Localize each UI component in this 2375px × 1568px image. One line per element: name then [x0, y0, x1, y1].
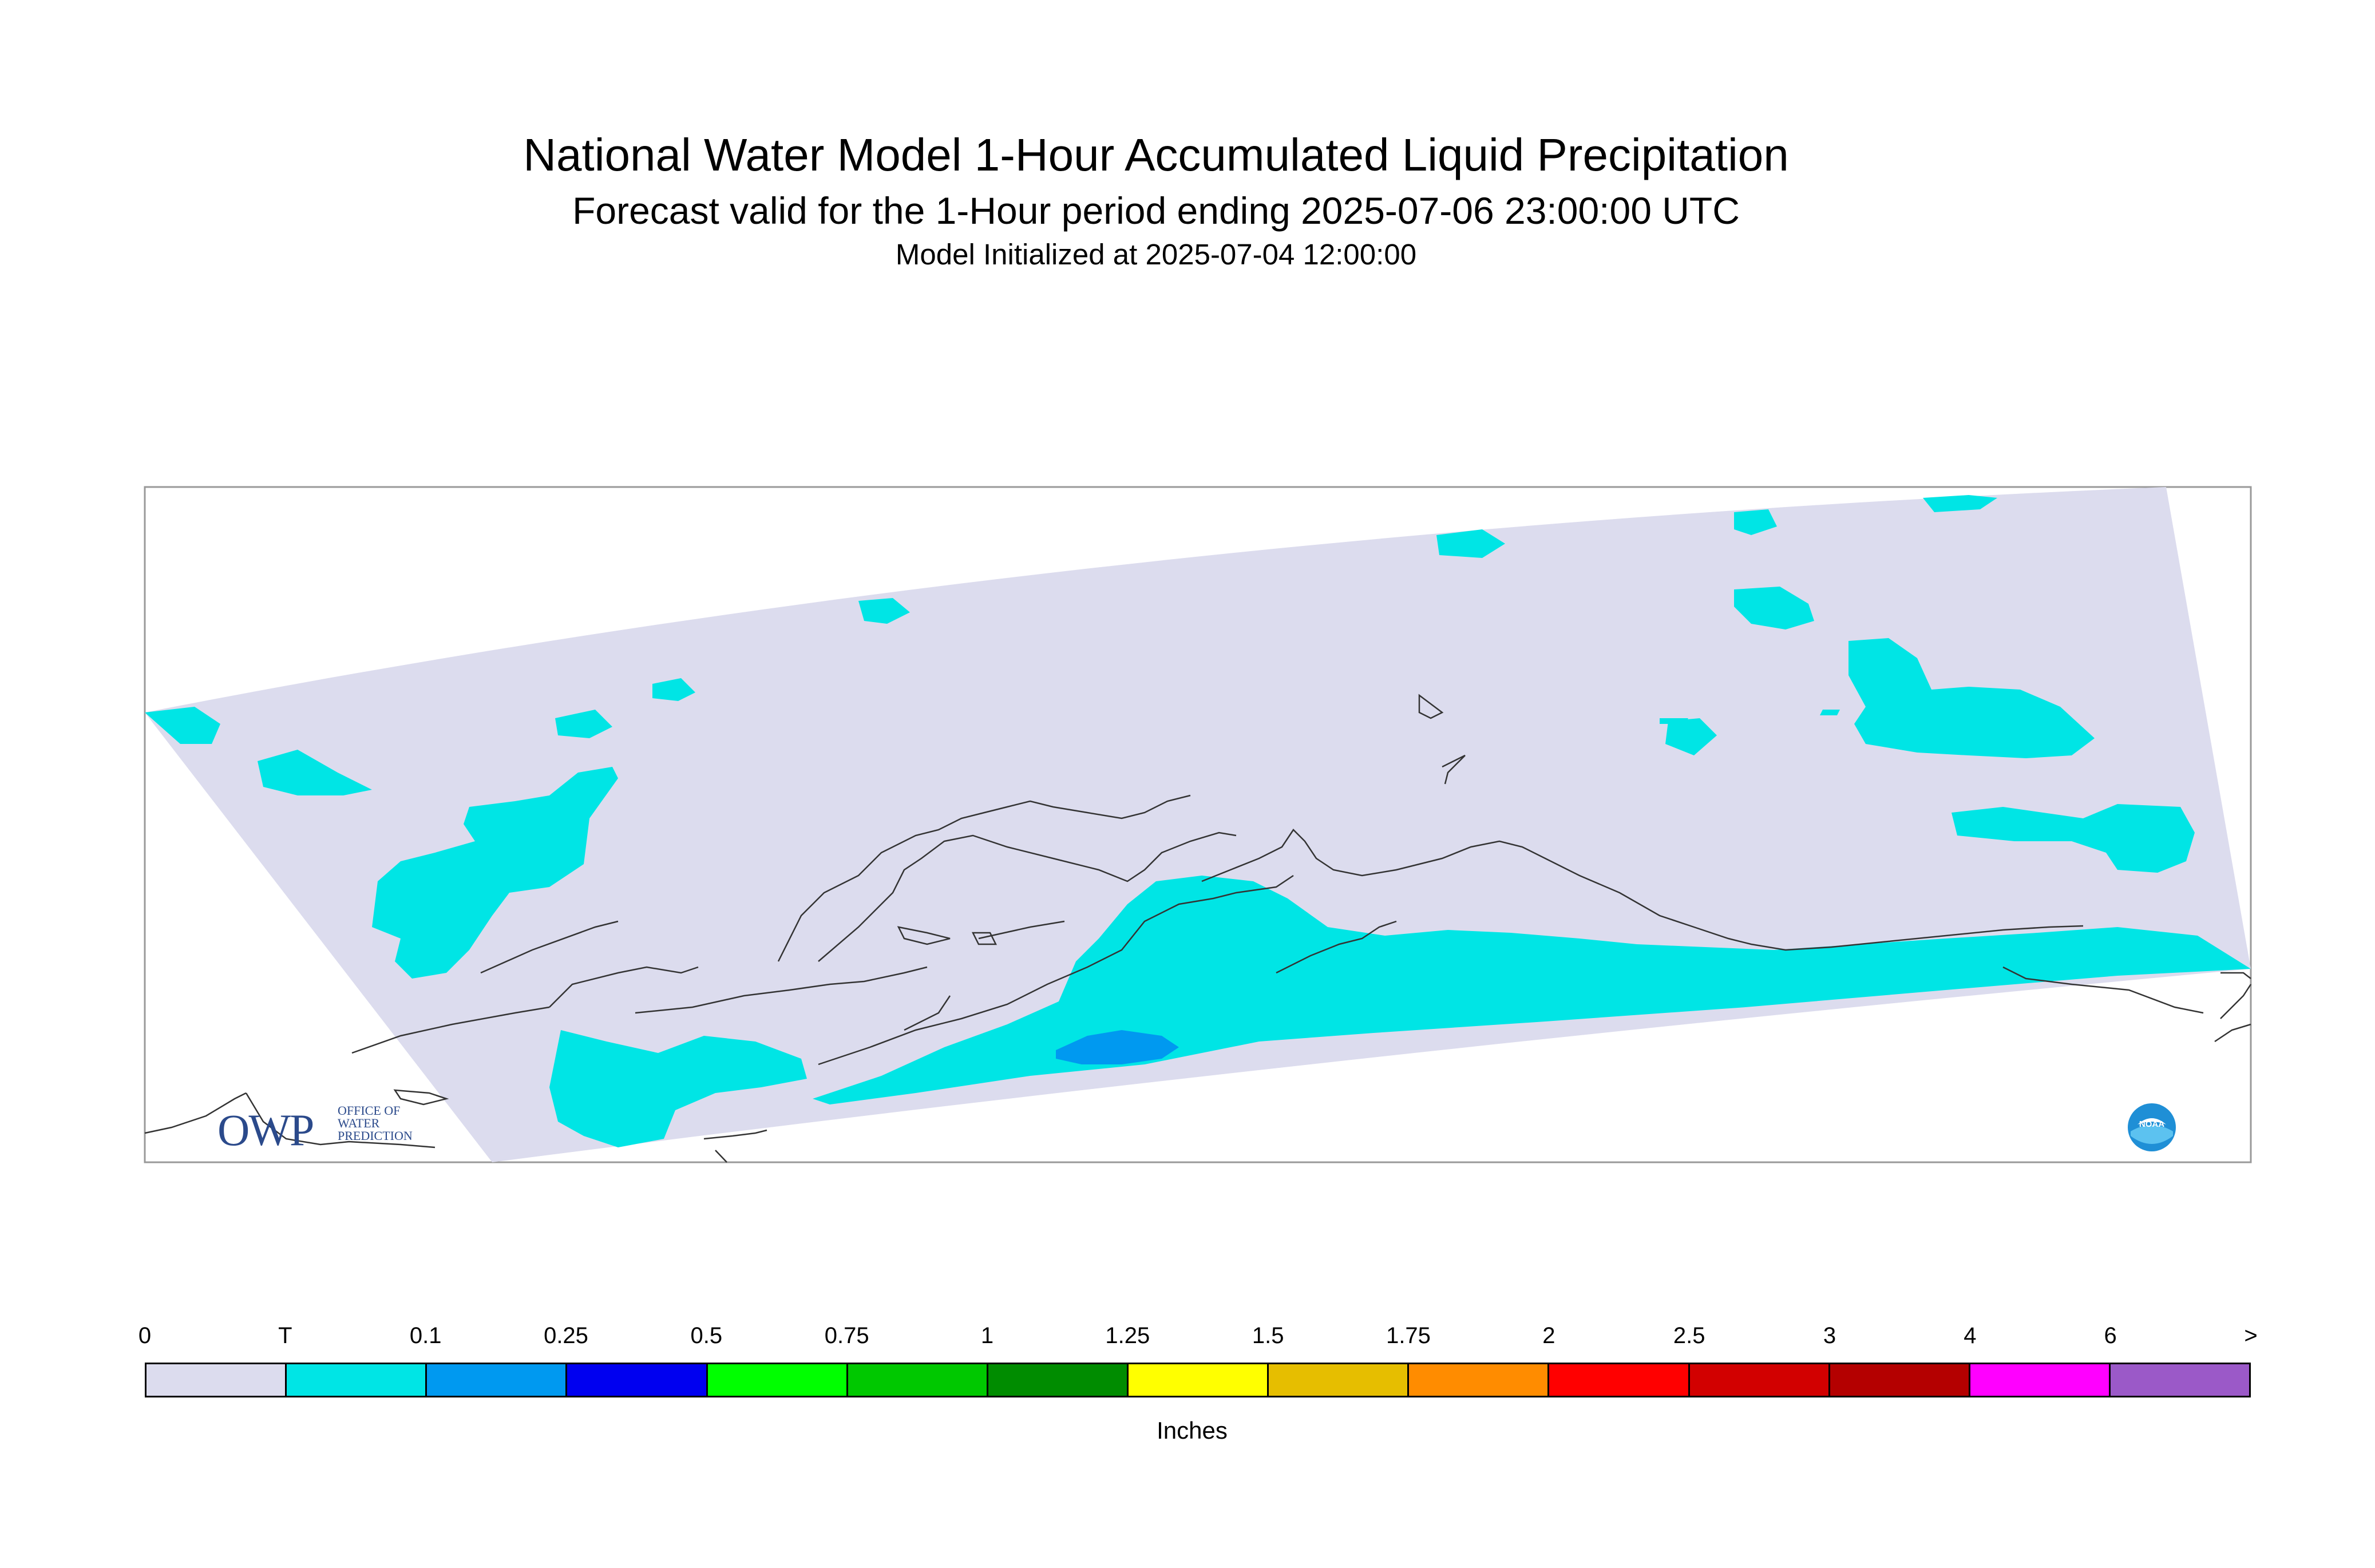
coastline	[2220, 984, 2252, 1019]
trace-area	[372, 767, 618, 979]
legend-swatch	[848, 1364, 988, 1396]
coastline	[818, 831, 1237, 962]
legend-swatch	[1269, 1364, 1410, 1396]
legend-swatch	[1128, 1364, 1269, 1396]
trace-area	[1734, 587, 1814, 629]
coastline	[2220, 972, 2251, 979]
legend-swatch	[1549, 1364, 1690, 1396]
coastline	[480, 920, 619, 974]
owp-logo-line: OFFICE OF	[338, 1103, 401, 1118]
trace-area	[1952, 804, 2195, 873]
init-time: Model Initialized at 2025-07-04 12:00:00	[895, 238, 1417, 271]
legend-tick-label: T	[278, 1323, 292, 1348]
noaa-logo: NOAA	[2128, 1103, 2176, 1151]
legend-tick-label: >	[2244, 1323, 2258, 1348]
trace-area	[145, 707, 220, 744]
legend-tick-label: 1.25	[1105, 1323, 1150, 1348]
legend-swatch	[988, 1364, 1129, 1396]
coastline	[351, 1006, 550, 1054]
trace-area	[1436, 529, 1505, 558]
legend-tick-label: 1.75	[1386, 1323, 1431, 1348]
legend-swatch	[1689, 1364, 1830, 1396]
coastline	[978, 920, 1065, 940]
legend-tick-label: 6	[2104, 1323, 2117, 1348]
owp-logo-line: PREDICTION	[338, 1129, 413, 1143]
coastline	[635, 966, 928, 1014]
trace-area	[1660, 718, 1688, 724]
coastline	[897, 926, 951, 945]
trace-area	[258, 750, 372, 795]
legend-colorbar	[145, 1363, 2251, 1397]
map-subtitle: Forecast valid for the 1-Hour period end…	[572, 189, 1740, 232]
legend-tick-label: 0.75	[824, 1323, 869, 1348]
legend-tick-label: 3	[1823, 1323, 1836, 1348]
coastline	[549, 966, 699, 1008]
owp-logo-text: OWP	[217, 1105, 314, 1155]
trace-area	[1734, 509, 1777, 535]
coastline	[1442, 754, 1466, 785]
coastline	[1276, 920, 1397, 974]
coastline	[1418, 694, 1444, 719]
legend-swatch	[2110, 1364, 2250, 1396]
owp-logo: OWP OFFICE OF WATER PREDICTION	[217, 1104, 435, 1156]
trace-area	[652, 678, 695, 701]
legend-tick-label: 2.5	[1673, 1323, 1705, 1348]
legend-swatch	[567, 1364, 708, 1396]
legend-swatch	[707, 1364, 848, 1396]
coastline	[393, 1089, 449, 1106]
legend-tick-label: 1.5	[1252, 1323, 1284, 1348]
legend-tick-label: 0.5	[690, 1323, 723, 1348]
light-precip-area	[1056, 1030, 1179, 1064]
legend-tick-label: 0.1	[409, 1323, 442, 1348]
trace-area	[1820, 710, 1840, 715]
coastlines	[144, 694, 2252, 1163]
coastline	[2002, 966, 2204, 1014]
legend-swatch	[147, 1364, 287, 1396]
legend-tick-label: 0	[138, 1323, 152, 1348]
noaa-logo-text: NOAA	[2139, 1119, 2164, 1129]
legend-swatch	[1970, 1364, 2111, 1396]
trace-area	[1665, 718, 1717, 755]
legend-tick-label: 2	[1542, 1323, 1555, 1348]
coastline	[715, 1150, 727, 1163]
coastline	[971, 932, 998, 945]
trace-area	[549, 1030, 807, 1147]
coastline	[777, 794, 1191, 962]
legend-tick-label: 4	[1964, 1323, 1977, 1348]
coastline	[2214, 1023, 2251, 1043]
legend-swatch	[287, 1364, 428, 1396]
owp-logo-line: WATER	[338, 1116, 380, 1130]
trace-area	[1923, 495, 1997, 512]
legend-tick-label: 0.25	[544, 1323, 588, 1348]
legend-tick-label: 1	[980, 1323, 994, 1348]
coastline	[245, 1092, 436, 1149]
trace-area	[858, 598, 910, 624]
coastline	[904, 995, 951, 1031]
map-title: National Water Model 1-Hour Accumulated …	[523, 129, 1789, 180]
legend-unit-label: Inches	[1157, 1417, 1228, 1444]
legend-swatch	[1409, 1364, 1550, 1396]
legend-swatch	[427, 1364, 568, 1396]
coastline	[144, 1092, 247, 1134]
trace-area	[555, 710, 612, 738]
legend-swatch	[1830, 1364, 1970, 1396]
coastline	[703, 1129, 767, 1140]
trace-area	[1848, 638, 2095, 758]
coastline	[1201, 829, 2084, 951]
coastline	[818, 874, 1294, 1066]
